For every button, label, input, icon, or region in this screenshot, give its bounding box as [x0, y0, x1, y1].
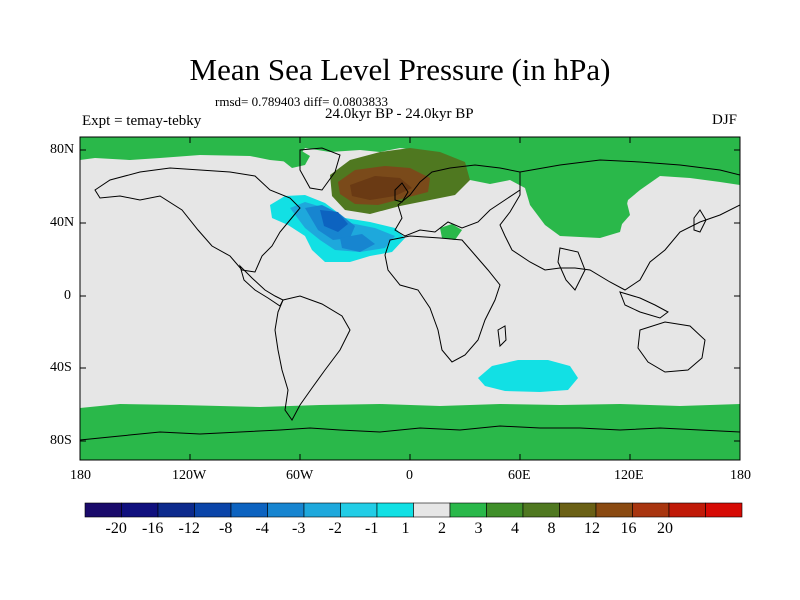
colorbar-box — [559, 502, 597, 518]
stats-text: rmsd= 0.789403 diff= 0.0803833 — [215, 94, 388, 109]
colorbar-box — [340, 502, 378, 518]
lon-label: 60E — [508, 468, 531, 483]
lon-ticks — [79, 137, 741, 460]
coast-uk — [394, 182, 409, 203]
colorbar-box — [157, 502, 195, 518]
colorbar-label: 4 — [511, 520, 519, 537]
map-panel — [79, 136, 741, 461]
colorbar-label: 16 — [620, 520, 637, 537]
experiment-label: Expt = temay-tebky — [82, 113, 202, 129]
negative-anomaly-dark-blue — [320, 210, 348, 232]
colorbar-box — [121, 502, 159, 518]
colorbar-label: -8 — [219, 520, 233, 537]
lon-label: 180 — [730, 468, 751, 483]
coast-japan — [693, 209, 707, 233]
coast-asia — [499, 159, 741, 291]
colorbar-label: -1 — [365, 520, 379, 537]
lat-label: 40S — [50, 360, 72, 375]
colorbar-label: -2 — [328, 520, 342, 537]
coast-north-america — [94, 167, 301, 273]
coastlines — [79, 147, 741, 441]
colorbar-label: 20 — [657, 520, 673, 537]
colorbar-label: -12 — [178, 520, 200, 537]
colorbar-label: -20 — [105, 520, 127, 537]
coast-greenland — [299, 147, 341, 191]
colorbar-box — [449, 502, 487, 518]
lon-label: 0 — [406, 468, 413, 483]
colorbar-label: 1 — [401, 520, 410, 537]
greenland-green-field — [282, 150, 310, 168]
north-atlantic-dark-brown-core — [350, 176, 412, 200]
coast-madagascar — [497, 325, 507, 348]
colorbar-label: -3 — [292, 520, 306, 537]
season-label: DJF — [712, 112, 738, 128]
colorbar-box — [413, 502, 451, 518]
negative-anomaly-blue-east — [340, 234, 375, 252]
colorbar-label: 8 — [547, 520, 556, 537]
lat-ticks — [80, 149, 740, 442]
southern-ocean-green-field — [80, 404, 740, 460]
colorbar-box — [522, 502, 560, 518]
central-asia-green-field — [558, 185, 630, 236]
coast-antarctica — [79, 425, 741, 441]
period-label: 24.0kyr BP - 24.0kyr BP — [325, 106, 474, 122]
coast-australia — [637, 321, 706, 373]
colorbar-label: 12 — [584, 520, 600, 537]
lon-label: 60W — [286, 468, 314, 483]
lat-label: 80S — [50, 433, 72, 448]
colorbar-label: -4 — [255, 520, 269, 537]
lon-label: 120W — [172, 468, 207, 483]
colorbar-box — [668, 502, 706, 518]
lat-label: 0 — [64, 288, 71, 303]
colorbar-box — [230, 502, 268, 518]
colorbar-box — [632, 502, 670, 518]
colorbar-box — [194, 502, 232, 518]
coast-africa — [384, 235, 501, 363]
colorbar-box — [376, 502, 414, 518]
colorbar — [84, 502, 743, 518]
coast-southeast-asia — [619, 291, 669, 319]
coast-south-america — [274, 295, 351, 421]
colorbar-box — [705, 502, 743, 518]
colorbar-box — [595, 502, 633, 518]
colorbar-label: 3 — [474, 520, 483, 537]
colorbar-box — [84, 502, 122, 518]
colorbar-label: -16 — [142, 520, 164, 537]
colorbar-label: 2 — [438, 520, 446, 537]
colorbar-box — [486, 502, 524, 518]
lat-label: 80N — [50, 142, 75, 157]
coast-india — [557, 247, 586, 291]
lat-label: 40N — [50, 215, 75, 230]
colorbar-box — [303, 502, 341, 518]
colorbar-box — [267, 502, 305, 518]
mediterranean-green-field — [440, 224, 462, 240]
lon-label: 180 — [70, 468, 91, 483]
positive-anomaly-fields — [80, 137, 740, 460]
chart-title: Mean Sea Level Pressure (in hPa) — [189, 52, 611, 87]
lon-label: 120E — [614, 468, 644, 483]
indian-ocean-cyan-field — [478, 360, 578, 392]
